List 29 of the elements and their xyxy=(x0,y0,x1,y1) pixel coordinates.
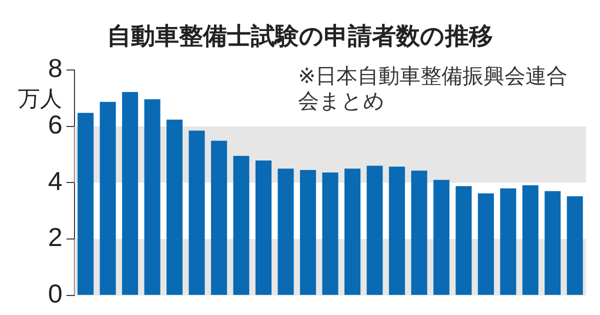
bar xyxy=(144,99,160,295)
bar xyxy=(566,196,583,295)
bar xyxy=(344,168,360,295)
bar xyxy=(478,193,494,295)
y-tick-label: 0 xyxy=(48,278,62,309)
bar xyxy=(211,140,228,295)
y-tick-label: 4 xyxy=(48,166,62,196)
chart-title: 自動車整備士試験の申請者数の推移 xyxy=(106,22,494,52)
bar xyxy=(188,130,205,295)
bar xyxy=(233,156,250,295)
y-tick-label: 2 xyxy=(48,222,62,252)
y-tick-label: 8 xyxy=(48,53,62,84)
annotation: ※日本自動車整備振興会連合会まとめ xyxy=(298,64,569,114)
bar xyxy=(433,180,450,295)
bar xyxy=(100,102,116,295)
bar xyxy=(500,188,516,295)
bar xyxy=(122,92,138,295)
bar xyxy=(322,172,338,295)
bar xyxy=(388,166,405,295)
bar xyxy=(522,185,538,295)
bar xyxy=(166,120,183,295)
bar xyxy=(366,166,383,295)
bar xyxy=(456,186,472,295)
bar xyxy=(78,112,94,295)
bar xyxy=(300,170,316,295)
bar xyxy=(256,160,272,295)
bar xyxy=(411,170,428,295)
bar xyxy=(544,191,561,295)
bar xyxy=(278,168,294,295)
